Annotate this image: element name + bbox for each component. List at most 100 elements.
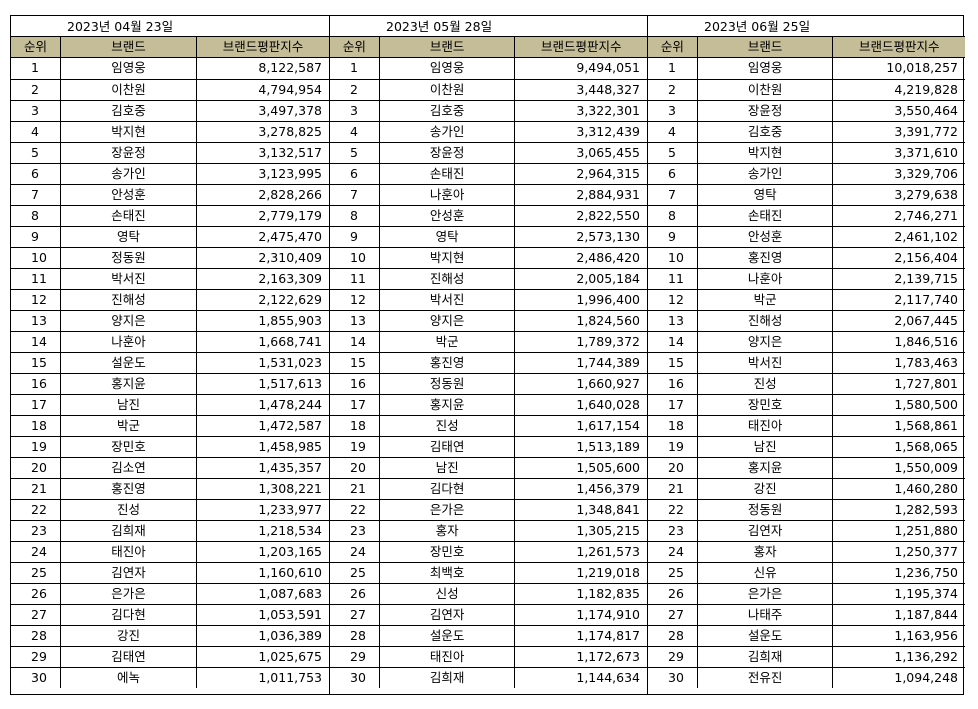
- table-row: 6 송가인 3,123,995: [11, 163, 329, 184]
- brand-cell: 안성훈: [378, 206, 515, 226]
- table-row: 5 장윤정 3,065,455: [330, 142, 647, 163]
- table-row: 16 홍지윤 1,517,613: [11, 373, 329, 394]
- rank-cell: 28: [31, 628, 47, 643]
- index-cell: 1,505,600: [514, 458, 647, 478]
- rank-cell: 11: [668, 271, 684, 286]
- rank-cell: 14: [350, 334, 366, 349]
- rank-cell: 14: [668, 334, 684, 349]
- rank-cell: 27: [31, 607, 47, 622]
- index-cell: 1,025,675: [196, 647, 329, 667]
- index-cell: 1,789,372: [514, 332, 647, 352]
- table-row: 10 정동원 2,310,409: [11, 247, 329, 268]
- rank-cell: 29: [350, 649, 366, 664]
- ranking-block-may: 2023년 05월 28일 순위 브랜드 브랜드평판지수 1 임영웅 9,494,0…: [329, 16, 647, 694]
- table-row: 4 박지현 3,278,825: [11, 121, 329, 142]
- rank-cell: 9: [668, 229, 676, 244]
- table-row: 29 김희재 1,136,292: [648, 646, 965, 667]
- index-cell: 1,783,463: [832, 353, 965, 373]
- table-row: 14 나훈아 1,668,741: [11, 331, 329, 352]
- index-cell: 1,348,841: [514, 500, 647, 520]
- rank-cell: 7: [668, 187, 676, 202]
- index-cell: 1,174,817: [514, 626, 647, 646]
- index-cell: 2,475,470: [196, 227, 329, 247]
- brand-cell: 김희재: [378, 668, 515, 688]
- table-row: 30 에녹 1,011,753: [11, 667, 329, 688]
- rank-cell: 13: [350, 313, 366, 328]
- rank-cell: 10: [350, 250, 366, 265]
- brand-cell: 나태주: [696, 605, 833, 625]
- rank-cell: 29: [31, 649, 47, 664]
- brand-cell: 진해성: [378, 269, 515, 289]
- table-row: 13 진해성 2,067,445: [648, 310, 965, 331]
- brand-cell: 은가은: [60, 584, 196, 604]
- table-row: 20 홍지윤 1,550,009: [648, 457, 965, 478]
- index-cell: 1,472,587: [196, 416, 329, 436]
- index-cell: 3,391,772: [832, 122, 965, 142]
- brand-cell: 강진: [696, 479, 833, 499]
- table-row: 5 박지현 3,371,610: [648, 142, 965, 163]
- index-cell: 1,640,028: [514, 395, 647, 415]
- table-row: 26 은가은 1,195,374: [648, 583, 965, 604]
- brand-cell: 홍지윤: [696, 458, 833, 478]
- rank-cell: 20: [350, 460, 366, 475]
- index-cell: 2,746,271: [832, 206, 965, 226]
- brand-header: 브랜드: [60, 37, 196, 57]
- brand-cell: 김호중: [60, 101, 196, 121]
- brand-cell: 장민호: [696, 395, 833, 415]
- index-cell: 2,828,266: [196, 185, 329, 205]
- index-cell: 1,250,377: [832, 542, 965, 562]
- index-cell: 1,187,844: [832, 605, 965, 625]
- rank-cell: 7: [350, 187, 358, 202]
- brand-cell: 남진: [378, 458, 515, 478]
- index-cell: 2,461,102: [832, 227, 965, 247]
- index-cell: 1,094,248: [832, 668, 965, 688]
- table-row: 6 송가인 3,329,706: [648, 163, 965, 184]
- table-row: 24 홍자 1,250,377: [648, 541, 965, 562]
- rank-cell: 22: [350, 502, 366, 517]
- index-cell: 1,668,741: [196, 332, 329, 352]
- table-row: 26 신성 1,182,835: [330, 583, 647, 604]
- rank-cell: 16: [31, 376, 47, 391]
- brand-cell: 장민호: [378, 542, 515, 562]
- rank-cell: 5: [350, 145, 358, 160]
- brand-cell: 홍자: [378, 521, 515, 541]
- index-header: 브랜드평판지수: [196, 37, 329, 57]
- brand-cell: 나훈아: [696, 269, 833, 289]
- rank-cell: 4: [668, 124, 676, 139]
- brand-cell: 김태연: [60, 647, 196, 667]
- rank-cell: 2: [31, 82, 39, 97]
- index-cell: 1,846,516: [832, 332, 965, 352]
- rank-cell: 1: [350, 60, 358, 75]
- block-date: 2023년 06월 25일: [648, 16, 965, 37]
- rank-cell: 5: [31, 145, 39, 160]
- table-row: 3 김호중 3,497,378: [11, 100, 329, 121]
- rank-cell: 28: [350, 628, 366, 643]
- index-cell: 4,219,828: [832, 80, 965, 100]
- table-row: 19 김태연 1,513,189: [330, 436, 647, 457]
- table-row: 1 임영웅 9,494,051: [330, 58, 647, 79]
- rank-cell: 23: [350, 523, 366, 538]
- table-row: 28 설운도 1,174,817: [330, 625, 647, 646]
- index-cell: 2,005,184: [514, 269, 647, 289]
- rank-cell: 21: [31, 481, 47, 496]
- rank-cell: 6: [350, 166, 358, 181]
- index-cell: 1,036,389: [196, 626, 329, 646]
- index-cell: 1,305,215: [514, 521, 647, 541]
- brand-cell: 에녹: [60, 668, 196, 688]
- rank-cell: 8: [350, 208, 358, 223]
- index-cell: 1,568,065: [832, 437, 965, 457]
- table-row: 1 임영웅 8,122,587: [11, 58, 329, 79]
- index-cell: 3,132,517: [196, 143, 329, 163]
- index-cell: 1,308,221: [196, 479, 329, 499]
- index-cell: 1,617,154: [514, 416, 647, 436]
- rank-cell: 9: [350, 229, 358, 244]
- rank-cell: 7: [31, 187, 39, 202]
- index-cell: 1,517,613: [196, 374, 329, 394]
- table-row: 1 임영웅 10,018,257: [648, 58, 965, 79]
- table-row: 6 손태진 2,964,315: [330, 163, 647, 184]
- brand-cell: 김태연: [378, 437, 515, 457]
- brand-cell: 박군: [696, 290, 833, 310]
- brand-cell: 장민호: [60, 437, 196, 457]
- brand-cell: 은가은: [696, 584, 833, 604]
- brand-cell: 정동원: [60, 248, 196, 268]
